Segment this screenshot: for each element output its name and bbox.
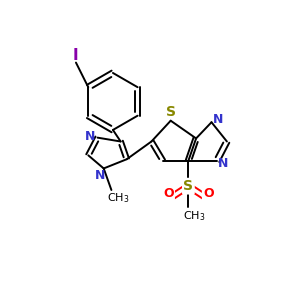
Text: N: N [218,157,228,170]
Text: N: N [95,169,105,182]
Text: N: N [85,130,95,142]
Text: I: I [72,48,78,63]
Text: S: S [166,105,176,119]
Text: CH$_3$: CH$_3$ [183,209,206,223]
Text: O: O [163,187,174,200]
Text: N: N [212,113,223,126]
Text: CH$_3$: CH$_3$ [107,191,130,205]
Text: O: O [203,187,214,200]
Text: S: S [183,179,194,193]
